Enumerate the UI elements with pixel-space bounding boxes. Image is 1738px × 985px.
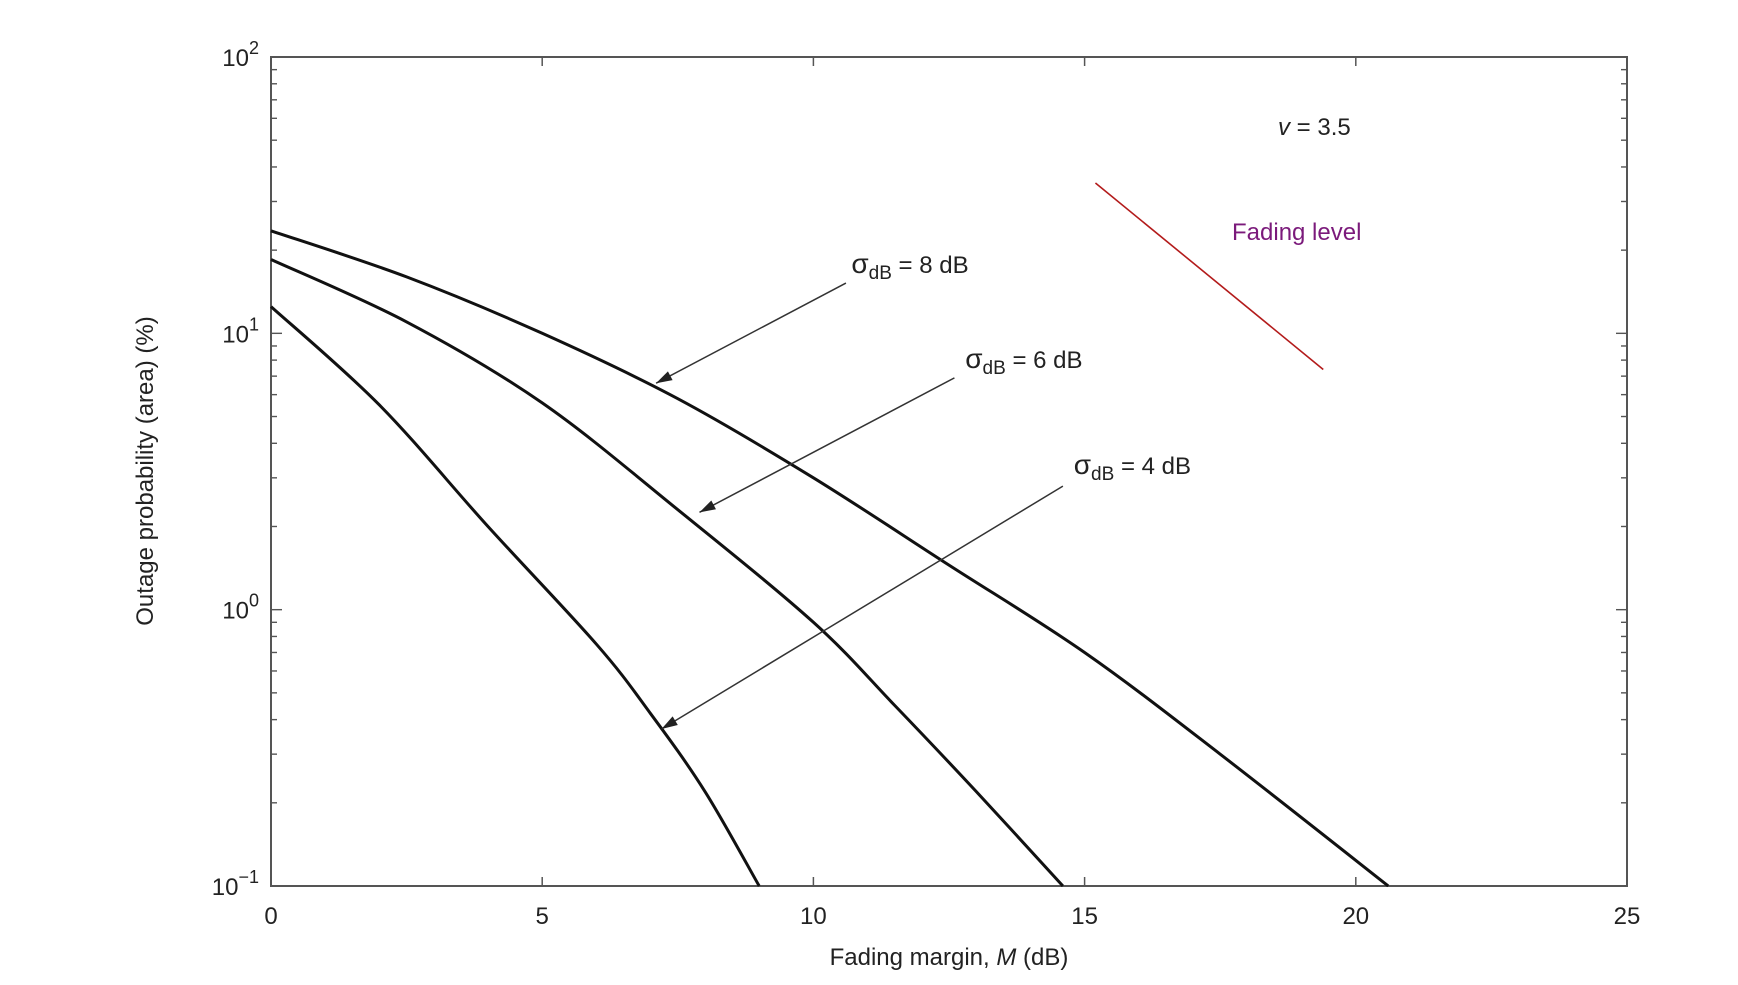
x-axis-label: Fading margin, M (dB) (830, 944, 1069, 971)
annotation-arrow (661, 485, 1064, 730)
plot-frame (270, 56, 1628, 887)
series-line (270, 258, 1065, 888)
series-label: σdB = 8 dB (851, 248, 968, 284)
annotation-arrowhead (656, 371, 673, 384)
y-tick-label: 101 (222, 314, 259, 348)
series-annotations: σdB = 8 dB σdB = 6 dB σdB = 4 dB (655, 248, 1191, 730)
x-tick-label: 20 (1342, 903, 1369, 930)
x-tick-label: 0 (264, 903, 277, 930)
y-tick-label: 10−1 (212, 867, 259, 901)
parameter-label: v = 3.5 (1278, 114, 1351, 141)
y-tick-label: 102 (222, 38, 259, 72)
annotation-arrowhead (699, 500, 716, 513)
series-curves (269, 229, 1390, 888)
fading-level-label: Fading level (1232, 219, 1361, 246)
series-line (269, 305, 761, 887)
annotation-arrowhead (661, 716, 678, 729)
axis-ticks (270, 57, 1628, 887)
annotation-arrow (699, 377, 955, 514)
y-axis-label: Outage probability (area) (%) (132, 316, 159, 625)
series-line (270, 229, 1390, 888)
y-tick-label: 100 (222, 591, 259, 625)
x-tick-label: 5 (536, 903, 549, 930)
x-tick-label: 25 (1614, 903, 1641, 930)
x-tick-label: 10 (800, 903, 827, 930)
series-label: σdB = 6 dB (965, 343, 1082, 379)
fading-level-line (1094, 182, 1324, 371)
annotation-arrow (655, 282, 847, 384)
tick-labels: 0 5 10 15 20 25 10−1 100 101 102 (212, 38, 1641, 930)
x-tick-label: 15 (1071, 903, 1098, 930)
series-label: σdB = 4 dB (1074, 449, 1191, 485)
